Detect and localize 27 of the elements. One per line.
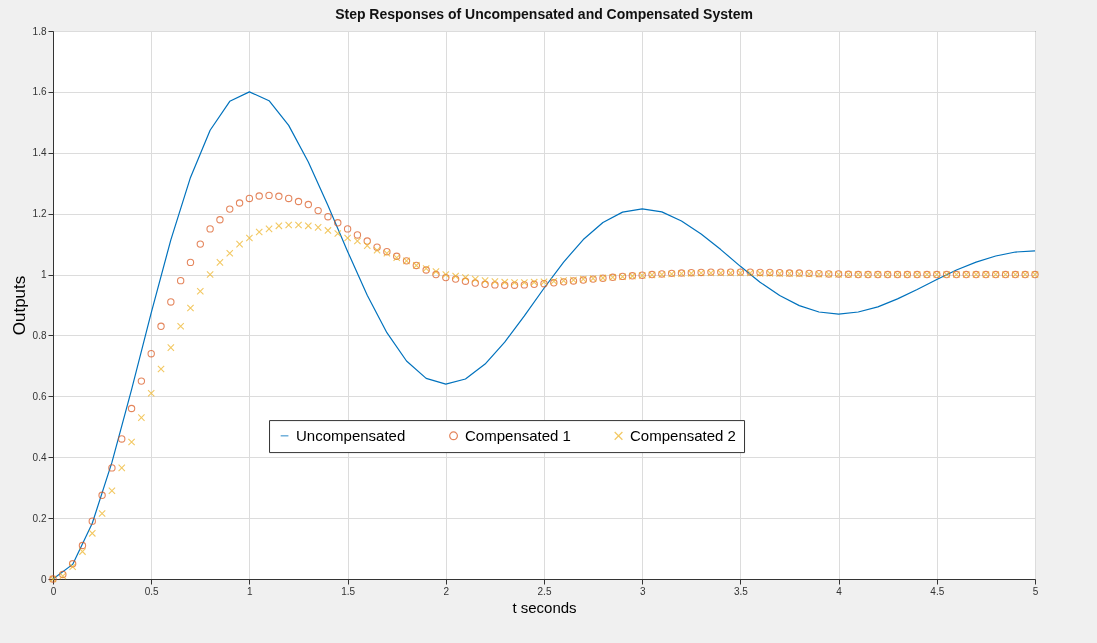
y-tick-label: 1 [40, 269, 47, 281]
x-tick-label: 1 [247, 585, 254, 597]
y-tick-label: 0 [40, 573, 47, 585]
x-tick-label: 5 [1032, 585, 1039, 597]
x-tick-label: 2.5 [537, 585, 552, 597]
x-tick-label: 4 [836, 585, 843, 597]
y-tick-label: 1.6 [32, 86, 47, 98]
legend-label: Uncompensated [296, 426, 406, 444]
chart-title: Step Responses of Uncompensated and Compensated System [335, 6, 753, 22]
x-axis-title: t seconds [512, 598, 577, 616]
y-tick-label: 0.4 [32, 451, 47, 463]
legend-label: Compensated 1 [465, 426, 571, 444]
x-tick-label: 0 [50, 585, 57, 597]
x-tick-label: 3.5 [733, 585, 749, 597]
legend-label: Compensated 2 [630, 426, 736, 444]
x-tick-label: 3 [639, 585, 646, 597]
y-tick-label: 1.8 [32, 25, 47, 37]
x-tick-label: 1.5 [341, 585, 356, 597]
x-tick-label: 2 [443, 585, 450, 597]
y-tick-label: 1.2 [32, 208, 47, 220]
y-axis-title: Outputs [9, 275, 29, 336]
x-tick-label: 0.5 [144, 585, 160, 597]
y-tick-label: 1.4 [32, 147, 47, 159]
y-tick-label: 0.8 [32, 329, 47, 341]
y-tick-label: 0.6 [32, 390, 47, 402]
x-tick-label: 4.5 [930, 585, 945, 597]
y-tick-label: 0.2 [32, 512, 47, 524]
